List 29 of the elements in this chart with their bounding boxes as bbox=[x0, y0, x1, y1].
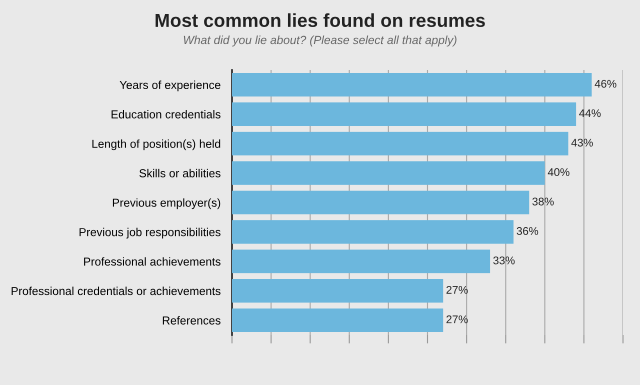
bar bbox=[232, 279, 444, 303]
chart-subtitle: What did you lie about? (Please select all that apply) bbox=[184, 36, 456, 46]
y-tick-label: Professional achievements bbox=[84, 257, 220, 266]
y-tick-label: Years of experience bbox=[120, 80, 220, 92]
y-tick-label: Professional credentials or achievements bbox=[12, 286, 220, 296]
y-tick-label: Skills or abilities bbox=[139, 168, 220, 178]
bar bbox=[232, 220, 514, 244]
bar bbox=[232, 72, 592, 96]
y-tick-label: Length of position(s) held bbox=[92, 139, 220, 150]
bar bbox=[232, 102, 576, 126]
data-label: 27% bbox=[446, 286, 468, 294]
data-label: 46% bbox=[594, 80, 616, 88]
bar bbox=[232, 308, 444, 332]
bar bbox=[232, 250, 490, 274]
data-label: 38% bbox=[532, 198, 554, 206]
data-label: 33% bbox=[493, 256, 515, 264]
y-tick-label: References bbox=[162, 316, 220, 325]
y-tick-label: Previous job responsibilities bbox=[80, 228, 220, 239]
data-label: 27% bbox=[446, 315, 468, 324]
data-label: 36% bbox=[516, 227, 538, 235]
y-tick-label: Education credentials bbox=[112, 110, 220, 118]
chart-title: Most common lies found on resumes bbox=[156, 13, 485, 28]
bar bbox=[232, 132, 568, 156]
bar bbox=[232, 161, 545, 185]
y-tick-label: Previous employer(s) bbox=[112, 198, 220, 210]
data-label: 44% bbox=[579, 109, 601, 118]
bar bbox=[232, 190, 530, 214]
data-label: 40% bbox=[548, 168, 570, 176]
data-label: 43% bbox=[571, 138, 593, 147]
